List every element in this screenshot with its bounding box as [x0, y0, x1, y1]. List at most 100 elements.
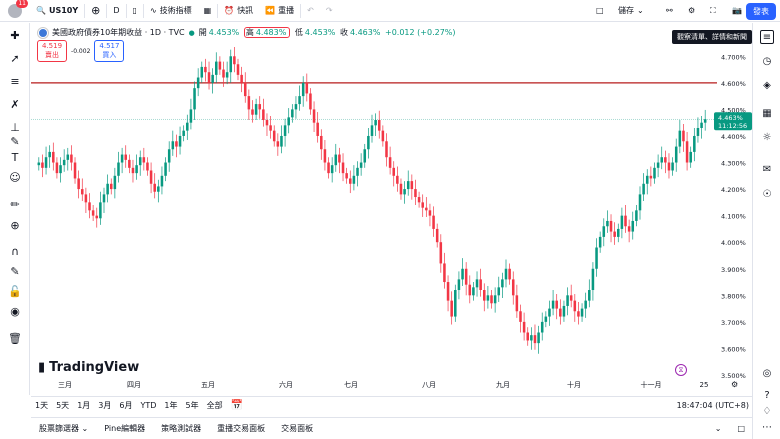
publish-button[interactable]: 發表	[746, 3, 776, 20]
tab-trading-panel[interactable]: 交易面板	[281, 424, 314, 433]
goto-date-icon[interactable]: 📅	[230, 400, 244, 411]
price-tick-label: 4.400%	[721, 133, 746, 141]
candle-body	[443, 263, 446, 283]
tab-replay-trading[interactable]: 重播交易面板	[217, 424, 266, 433]
flash-icon[interactable]: ⧖	[675, 364, 687, 376]
crosshair-icon[interactable]: ✚	[10, 29, 20, 42]
trash-icon[interactable]: 🗑	[8, 332, 22, 345]
price-chart[interactable]: 4.700% 4.600% 4.500% 4.400% 4.300% 4.200% 4.10…	[31, 23, 752, 395]
trend-line-icon[interactable]: ➚	[10, 52, 20, 65]
price-tick-label: 3.700%	[721, 319, 746, 327]
range-3m[interactable]: 3月	[98, 401, 112, 410]
text-icon[interactable]: T	[11, 151, 19, 164]
candle-body	[388, 157, 392, 168]
candle-body	[450, 300, 453, 317]
buy-button[interactable]: 4.517 買入	[94, 40, 125, 62]
time-tick-label: 五月	[201, 381, 215, 389]
candle-body	[432, 215, 435, 229]
pattern-icon[interactable]: ✗	[10, 98, 20, 111]
candle-body	[653, 167, 656, 179]
range-ytd[interactable]: YTD	[140, 401, 157, 410]
range-1d[interactable]: 1天	[35, 401, 49, 410]
candle-body	[182, 130, 185, 136]
fullscreen-button[interactable]: ⛶	[704, 0, 722, 22]
replay-button[interactable]: ⏪ 重播	[259, 0, 300, 22]
clock-label[interactable]: 18:47:04 (UTC+8)	[676, 401, 749, 410]
symbol-search-button[interactable]: 🔍 US10Y	[30, 0, 84, 22]
close-label: 收	[339, 28, 348, 37]
range-all[interactable]: 全部	[206, 401, 223, 410]
time-tick-label: 八月	[422, 381, 436, 389]
candle-body	[95, 215, 99, 219]
help-icon[interactable]: ?	[764, 390, 770, 401]
camera-icon: 📷	[732, 6, 742, 15]
candle-body	[501, 279, 504, 288]
candle-body	[377, 120, 381, 131]
broadcast-icon[interactable]: ☉	[762, 189, 772, 200]
candle-body	[77, 178, 80, 190]
undo-button[interactable]: ↶	[301, 0, 320, 22]
watchlist-icon[interactable]: ≡	[760, 30, 774, 44]
ruler-icon[interactable]: ✏	[10, 198, 20, 211]
redo-button[interactable]: ↷	[320, 0, 339, 22]
price-tick-label: 3.500%	[721, 372, 746, 380]
time-tick-label: 三月	[58, 381, 72, 389]
forecast-icon[interactable]: ⊥	[10, 121, 20, 134]
zoom-in-icon[interactable]: ⊕	[10, 219, 20, 232]
layers-icon[interactable]: ◈	[763, 80, 771, 91]
maximize-icon[interactable]: □	[737, 424, 745, 433]
brush-icon[interactable]: ✎	[10, 135, 20, 148]
fullscreen-icon: ⛶	[710, 5, 716, 15]
layout-button[interactable]: □	[590, 0, 610, 22]
candle-body	[457, 279, 461, 291]
collapse-icon[interactable]: ⌄	[714, 424, 722, 433]
quick-search-button[interactable]: ⚯	[660, 0, 679, 22]
candle-body	[406, 181, 410, 190]
tab-screener[interactable]: 股票篩選器 ⌄	[31, 423, 96, 434]
candle-body	[142, 157, 146, 163]
chart-type-button[interactable]: ▯	[127, 0, 143, 22]
save-button[interactable]: 儲存 ⌄	[612, 0, 650, 22]
candle-body	[483, 290, 486, 301]
range-bar: 1天 5天 1月 3月 6月 YTD 1年 5年 全部 📅 18:47:04 (…	[31, 396, 753, 414]
candle-body	[381, 130, 385, 142]
settings-button[interactable]: ⚙	[682, 0, 701, 22]
candle-body	[316, 122, 319, 136]
compare-button[interactable]: ⊕	[85, 0, 106, 22]
snapshot-button[interactable]: 📷	[726, 0, 748, 22]
candle-body	[417, 197, 421, 203]
ohlc-values: 開 4.453% 高 4.483% 低 4.453% 收 4.463% +0.012 (…	[199, 27, 458, 38]
emoji-icon[interactable]: ☺	[9, 171, 21, 184]
candle-body	[508, 268, 511, 280]
ideas-icon[interactable]: ☼	[762, 132, 772, 143]
candle-body	[109, 183, 113, 190]
calendar-icon[interactable]: ▦	[762, 108, 772, 119]
magnet-icon[interactable]: ∩	[10, 245, 20, 258]
lock-drawing-icon[interactable]: ✎	[10, 265, 20, 278]
tab-strategy-tester[interactable]: 策略測試器	[161, 424, 202, 433]
lock-icon[interactable]: 🔓	[8, 285, 22, 298]
user-avatar[interactable]: 11	[8, 0, 28, 18]
candle-body	[671, 162, 674, 171]
apps-icon[interactable]: ⋯	[762, 422, 772, 433]
fib-icon[interactable]: ≡	[10, 75, 20, 88]
range-1y[interactable]: 1年	[164, 401, 178, 410]
candle-body	[642, 183, 645, 195]
axis-settings-icon: ⚙	[731, 380, 738, 389]
sell-button[interactable]: 4.519 賣出	[37, 40, 68, 62]
tab-pine-editor[interactable]: Pine編輯器	[104, 424, 146, 433]
range-5d[interactable]: 5天	[56, 401, 70, 410]
range-6m[interactable]: 6月	[119, 401, 133, 410]
range-1m[interactable]: 1月	[77, 401, 91, 410]
layouts-button[interactable]: ▦	[198, 0, 218, 22]
range-5y[interactable]: 5年	[185, 401, 199, 410]
alert-button[interactable]: ⏰ 快訊	[218, 0, 259, 22]
interval-button[interactable]: D	[107, 0, 125, 22]
target-icon[interactable]: ◎	[762, 368, 772, 379]
chat-icon[interactable]: ✉	[762, 164, 772, 175]
eye-icon[interactable]: ◉	[10, 305, 20, 318]
clock-icon[interactable]: ◷	[762, 56, 772, 67]
candle-body	[102, 194, 106, 203]
notifications-icon[interactable]: ♢	[762, 406, 772, 417]
indicators-button[interactable]: ∿ 技術指標	[144, 0, 198, 22]
